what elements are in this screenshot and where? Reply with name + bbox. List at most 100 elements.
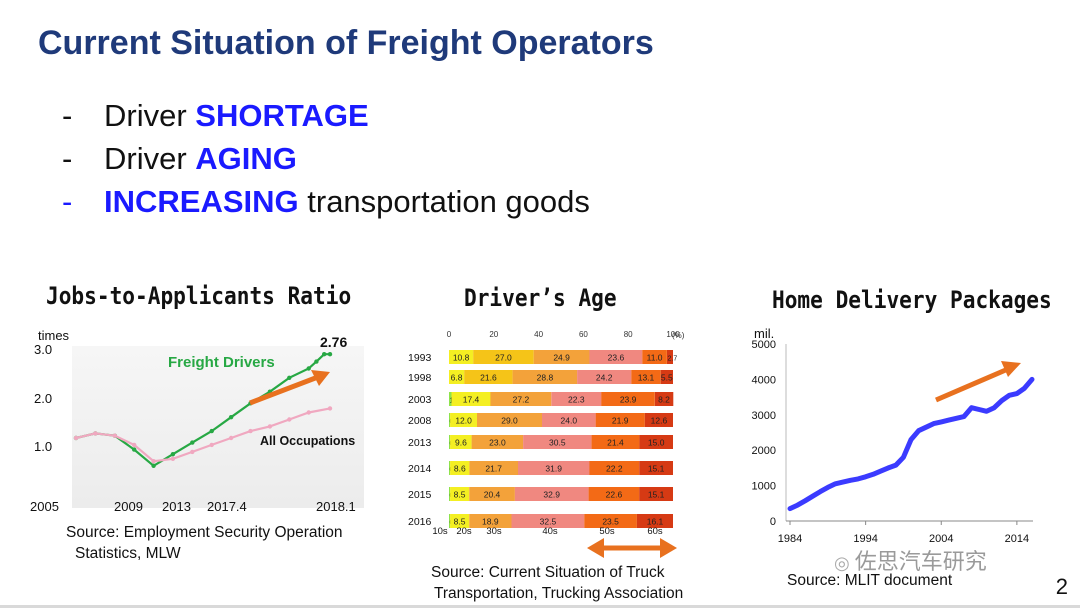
segment-label: 24.2 bbox=[596, 373, 613, 383]
year-label: 2014 bbox=[408, 463, 432, 475]
percent-unit-label: (%) bbox=[672, 331, 685, 340]
age-segment bbox=[450, 413, 477, 427]
age-group-label: 10s bbox=[432, 526, 448, 537]
age-source-line-1: Source: Current Situation of Truck bbox=[431, 564, 665, 581]
age-segment bbox=[577, 370, 632, 384]
data-point bbox=[209, 442, 214, 448]
x-tick-label: 20 bbox=[489, 330, 498, 339]
segment-label: 22.3 bbox=[568, 395, 585, 405]
bottom-rule bbox=[0, 605, 1080, 608]
watermark: ◎ 佐思汽车研究 bbox=[834, 544, 987, 576]
all-occupations-line bbox=[75, 407, 331, 463]
age-segment bbox=[449, 413, 451, 427]
year-label: 2013 bbox=[408, 437, 432, 449]
segment-label: 29.0 bbox=[501, 416, 518, 426]
age-segment bbox=[589, 350, 643, 364]
data-point bbox=[112, 433, 118, 438]
age-segment bbox=[450, 461, 470, 475]
segment-label: 30.5 bbox=[549, 438, 566, 448]
x-tick-label: 2018.1 bbox=[316, 499, 356, 514]
age-segment bbox=[511, 514, 585, 528]
age-group-label: 20s bbox=[456, 526, 472, 537]
age-group-label: 60s bbox=[647, 526, 663, 537]
age-segment bbox=[660, 370, 673, 384]
trend-arrow-icon bbox=[1001, 361, 1021, 377]
age-segment bbox=[644, 413, 673, 427]
data-point bbox=[190, 440, 195, 445]
age-segment bbox=[490, 392, 552, 406]
age-segment bbox=[642, 350, 667, 364]
trend-arrow-shaft bbox=[935, 366, 1009, 403]
segment-label: 5.5 bbox=[661, 373, 673, 383]
delivery-chart: mil. 5000 4000 3000 2000 1000 0 1984 1994 2004 2… bbox=[752, 326, 1035, 545]
data-point bbox=[190, 449, 195, 455]
slide-number: 2 bbox=[1055, 574, 1068, 599]
y-tick-label: 1.0 bbox=[34, 439, 52, 454]
age-segment bbox=[639, 435, 673, 449]
segment-label: 9.6 bbox=[455, 438, 467, 448]
age-segment bbox=[631, 370, 661, 384]
x-tick-label: 0 bbox=[447, 330, 452, 339]
age-segment bbox=[514, 487, 589, 501]
freight-drivers-line bbox=[75, 353, 330, 468]
age-segment bbox=[523, 435, 592, 449]
age-segment bbox=[471, 435, 524, 449]
age-segment bbox=[449, 435, 451, 449]
age-segment bbox=[449, 392, 452, 406]
age-source-line-2: Transportation, Trucking Association bbox=[434, 585, 684, 602]
peak-value-label: 2.76 bbox=[320, 334, 347, 350]
bullet-highlight: SHORTAGE bbox=[195, 98, 369, 133]
age-segment bbox=[601, 392, 655, 406]
x-tick-label: 80 bbox=[624, 330, 633, 339]
segment-label: 28.8 bbox=[537, 373, 554, 383]
segment-label: 15.1 bbox=[648, 490, 665, 500]
segment-label: 23.5 bbox=[602, 517, 619, 527]
data-point bbox=[287, 375, 292, 380]
segment-label: 24.0 bbox=[561, 416, 578, 426]
data-point bbox=[93, 431, 98, 436]
x-tick-label: 2009 bbox=[114, 499, 143, 514]
age-group-label: 40s bbox=[542, 526, 558, 537]
wechat-icon: ◎ bbox=[834, 553, 855, 573]
bullet-highlight: INCREASING bbox=[104, 184, 299, 219]
x-tick-label: 2005 bbox=[30, 499, 59, 514]
y-tick-label: 3.0 bbox=[34, 342, 52, 357]
delivery-source: Source: MLIT document bbox=[787, 572, 953, 589]
segment-label: 23.0 bbox=[489, 438, 506, 448]
age-segment bbox=[591, 435, 640, 449]
data-point bbox=[151, 463, 156, 468]
bullet-increasing: - INCREASING transportation goods bbox=[62, 184, 590, 220]
data-point bbox=[322, 352, 327, 357]
segment-label: 22.6 bbox=[606, 490, 623, 500]
age-segment bbox=[449, 370, 465, 384]
jobs-source-line-2: Statistics, MLW bbox=[75, 545, 181, 562]
segment-label: 12.6 bbox=[651, 416, 668, 426]
x-tick-label: 100 bbox=[666, 330, 680, 339]
age-segment bbox=[584, 514, 637, 528]
delivery-chart-title: Home Delivery Packages bbox=[772, 286, 1052, 314]
age-segment bbox=[667, 350, 673, 364]
segment-label: 8.2 bbox=[658, 395, 670, 405]
segment-label: 8.5 bbox=[454, 490, 466, 500]
segment-label: 32.9 bbox=[543, 490, 560, 500]
data-point bbox=[287, 417, 292, 422]
age-segment bbox=[469, 487, 515, 501]
x-tick-label: 2004 bbox=[929, 533, 953, 545]
data-point bbox=[327, 352, 333, 357]
year-label: 2016 bbox=[408, 516, 432, 528]
year-label: 2008 bbox=[408, 415, 432, 427]
data-point bbox=[267, 424, 273, 429]
segment-label: 15.0 bbox=[648, 438, 665, 448]
segment-label: 6.8 bbox=[451, 373, 463, 383]
x-tick-label: 1994 bbox=[853, 533, 877, 545]
y-unit-label: times bbox=[38, 328, 70, 343]
year-label: 1998 bbox=[408, 372, 432, 384]
age-segment bbox=[469, 514, 512, 528]
data-point bbox=[327, 406, 333, 411]
y-tick-label: 5000 bbox=[752, 339, 776, 351]
segment-label: 13.1 bbox=[638, 373, 655, 383]
bullet-dash: - bbox=[62, 141, 73, 176]
slide-title: Current Situation of Freight Operators bbox=[38, 24, 654, 62]
age-chart: 0 20 40 60 80 100 (%) 1993 10.8 27.0 24.9 23.6 11.… bbox=[408, 330, 685, 546]
x-tick-label: 2014 bbox=[1005, 533, 1029, 545]
